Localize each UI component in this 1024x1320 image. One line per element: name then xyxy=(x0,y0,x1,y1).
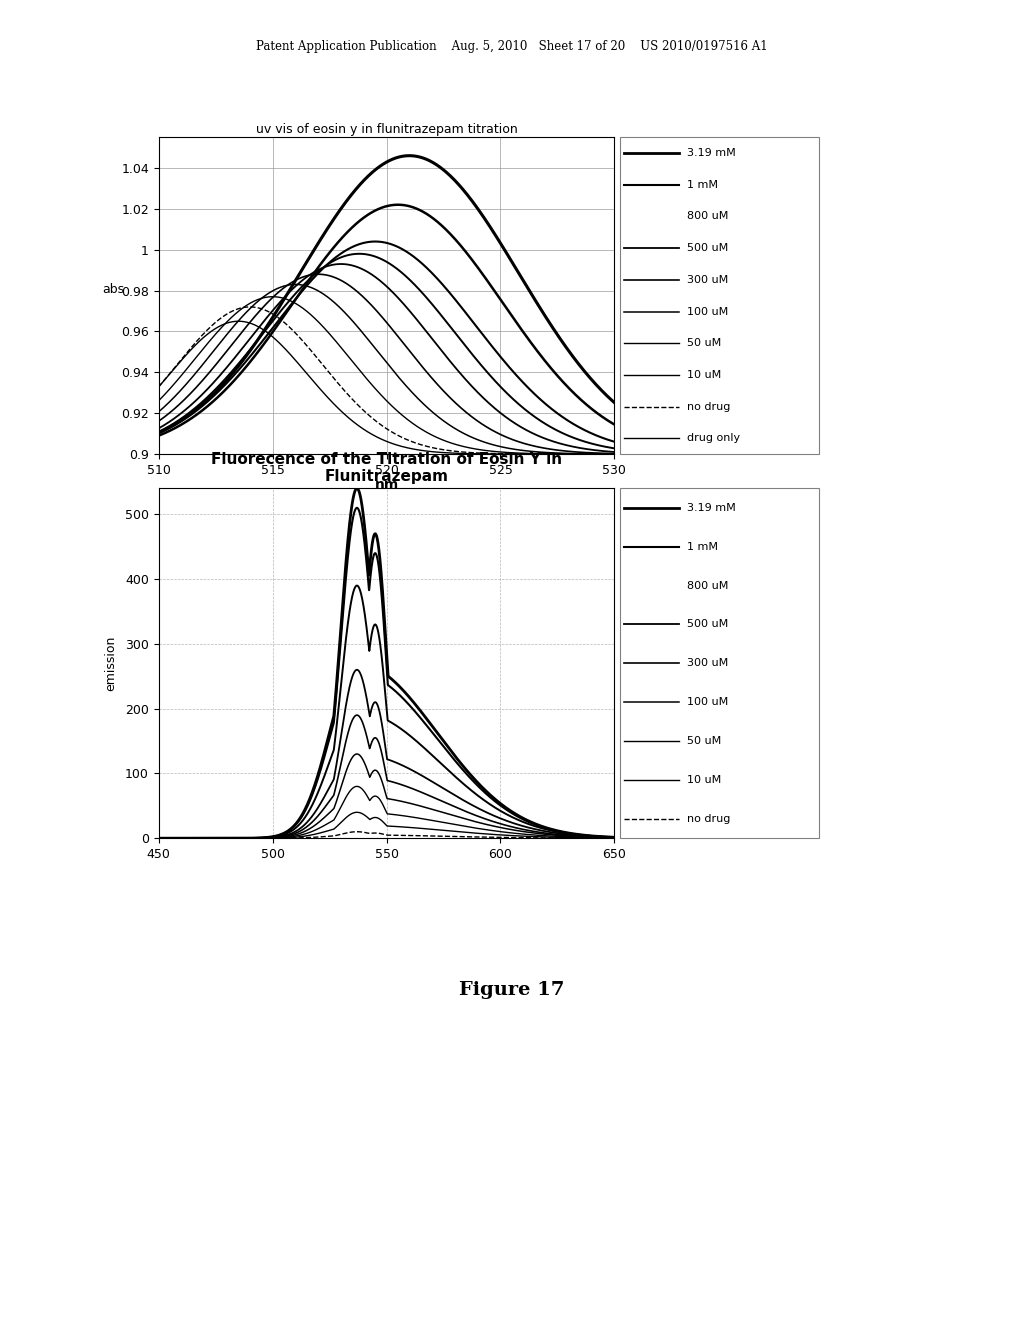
Text: 3.19 mM: 3.19 mM xyxy=(687,503,736,513)
Text: 300 uM: 300 uM xyxy=(687,659,729,668)
Text: 10 uM: 10 uM xyxy=(687,370,722,380)
Text: 100 uM: 100 uM xyxy=(687,306,729,317)
Text: 50 uM: 50 uM xyxy=(687,338,722,348)
Y-axis label: emission: emission xyxy=(104,636,118,690)
Text: no drug: no drug xyxy=(687,813,731,824)
Text: Figure 17: Figure 17 xyxy=(460,981,564,999)
Text: 800 uM: 800 uM xyxy=(687,211,729,222)
Text: 1 mM: 1 mM xyxy=(687,180,719,190)
Y-axis label: abs: abs xyxy=(102,282,124,296)
Text: 1 mM: 1 mM xyxy=(687,541,719,552)
Text: Patent Application Publication    Aug. 5, 2010   Sheet 17 of 20    US 2010/01975: Patent Application Publication Aug. 5, 2… xyxy=(256,40,768,53)
Text: 100 uM: 100 uM xyxy=(687,697,729,708)
Text: 300 uM: 300 uM xyxy=(687,275,729,285)
Text: 3.19 mM: 3.19 mM xyxy=(687,148,736,158)
Text: 10 uM: 10 uM xyxy=(687,775,722,785)
Text: 800 uM: 800 uM xyxy=(687,581,729,590)
Text: 500 uM: 500 uM xyxy=(687,619,729,630)
Text: 500 uM: 500 uM xyxy=(687,243,729,253)
Title: uv vis of eosin y in flunitrazepam titration: uv vis of eosin y in flunitrazepam titra… xyxy=(256,123,517,136)
Text: drug only: drug only xyxy=(687,433,740,444)
Text: 50 uM: 50 uM xyxy=(687,737,722,746)
X-axis label: nm: nm xyxy=(375,478,398,492)
Title: Fluorecence of the Titration of Eosin Y in
Flunitrazepam: Fluorecence of the Titration of Eosin Y … xyxy=(211,451,562,484)
Text: no drug: no drug xyxy=(687,401,731,412)
